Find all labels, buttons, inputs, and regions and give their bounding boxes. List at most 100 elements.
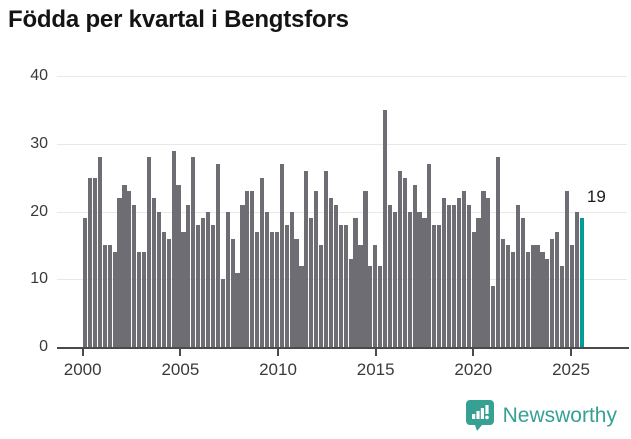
x-tick-label-2025: 2025 bbox=[552, 360, 590, 379]
x-tick-label-2000: 2000 bbox=[63, 360, 102, 379]
bar-2008-Q2 bbox=[245, 191, 250, 347]
bar-2025-Q2 bbox=[579, 218, 584, 347]
bar-2021-Q3 bbox=[505, 245, 511, 347]
bar-2010-Q1 bbox=[279, 164, 284, 347]
x-tick-2000 bbox=[81, 349, 84, 356]
bar-2020-Q4 bbox=[491, 286, 496, 347]
bar-2018-Q2 bbox=[442, 198, 447, 347]
bar-2003-Q2 bbox=[146, 157, 152, 347]
bar-2013-Q3 bbox=[348, 259, 353, 347]
bar-2006-Q2 bbox=[205, 211, 211, 347]
bar-2013-Q4 bbox=[353, 218, 358, 347]
chart-title: Födda per kvartal i Bengtsfors bbox=[8, 6, 349, 33]
bar-2023-Q2 bbox=[540, 252, 545, 347]
bar-2009-Q1 bbox=[260, 177, 265, 348]
bar-2004-Q1 bbox=[161, 231, 166, 347]
bar-2002-Q4 bbox=[137, 252, 142, 347]
bar-2014-Q4 bbox=[373, 245, 378, 347]
bar-2019-Q4 bbox=[471, 231, 476, 347]
bar-2002-Q2 bbox=[127, 191, 132, 347]
bar-2021-Q4 bbox=[510, 252, 516, 347]
bar-2014-Q2 bbox=[363, 191, 368, 347]
bar-2017-Q4 bbox=[432, 225, 437, 347]
bar-2014-Q1 bbox=[358, 245, 363, 347]
bar-2011-Q2 bbox=[304, 171, 309, 347]
bar-2001-Q3 bbox=[112, 252, 117, 347]
gridline-30 bbox=[57, 143, 627, 145]
x-tick-label-2020: 2020 bbox=[454, 360, 493, 379]
bar-2012-Q1 bbox=[319, 245, 324, 347]
bar-2015-Q1 bbox=[378, 265, 383, 347]
bar-2009-Q3 bbox=[269, 231, 275, 347]
x-tick-label-2010: 2010 bbox=[259, 360, 297, 379]
bar-2007-Q1 bbox=[220, 279, 225, 347]
last-value-annotation: 19 bbox=[586, 187, 606, 207]
newsworthy-logo: Newsworthy bbox=[465, 399, 617, 432]
bar-2015-Q3 bbox=[387, 204, 393, 347]
bar-2000-Q2 bbox=[87, 177, 93, 348]
bar-2019-Q2 bbox=[461, 191, 466, 347]
bar-2021-Q2 bbox=[501, 238, 506, 347]
bar-2024-Q4 bbox=[569, 245, 575, 347]
bar-2005-Q4 bbox=[196, 225, 201, 347]
bar-2016-Q1 bbox=[397, 171, 402, 347]
bar-2020-Q1 bbox=[476, 218, 481, 347]
x-tick-2010 bbox=[277, 349, 279, 356]
bar-2024-Q1 bbox=[555, 231, 560, 347]
y-tick-label-10: 10 bbox=[30, 270, 48, 288]
y-tick-label-30: 30 bbox=[30, 134, 48, 152]
bar-2015-Q4 bbox=[392, 211, 398, 347]
bar-2002-Q1 bbox=[122, 184, 127, 347]
bar-2001-Q1 bbox=[102, 245, 107, 347]
bar-2017-Q3 bbox=[427, 164, 432, 347]
bar-2011-Q1 bbox=[299, 265, 304, 347]
bar-2003-Q3 bbox=[151, 198, 157, 347]
bar-2003-Q4 bbox=[156, 211, 161, 347]
bar-2022-Q3 bbox=[525, 252, 530, 347]
bar-2000-Q3 bbox=[92, 177, 98, 348]
x-tick-label-2005: 2005 bbox=[161, 360, 200, 379]
x-tick-label-2015: 2015 bbox=[356, 360, 395, 379]
bar-2020-Q3 bbox=[486, 198, 491, 347]
bar-2010-Q3 bbox=[289, 211, 294, 347]
y-tick-label-0: 0 bbox=[39, 338, 48, 355]
bar-2016-Q3 bbox=[407, 211, 412, 347]
bar-2018-Q3 bbox=[446, 204, 452, 347]
bar-2013-Q1 bbox=[338, 225, 343, 347]
bar-2013-Q2 bbox=[343, 225, 348, 347]
bar-2008-Q1 bbox=[240, 204, 245, 347]
bar-2011-Q4 bbox=[314, 191, 319, 347]
x-tick-2025 bbox=[570, 349, 572, 356]
newsworthy-logo-text: Newsworthy bbox=[502, 403, 617, 427]
bar-2014-Q3 bbox=[368, 265, 373, 347]
bar-2017-Q1 bbox=[417, 211, 422, 347]
y-tick-label-40: 40 bbox=[30, 67, 48, 85]
bar-2009-Q2 bbox=[264, 211, 270, 347]
x-tick-2005 bbox=[179, 349, 182, 356]
bar-2022-Q2 bbox=[520, 218, 525, 347]
gridline-20 bbox=[57, 211, 627, 213]
x-axis-line bbox=[57, 347, 629, 349]
bar-2012-Q3 bbox=[328, 198, 334, 347]
bar-2020-Q2 bbox=[481, 191, 486, 347]
bar-2003-Q1 bbox=[142, 252, 147, 347]
bar-2023-Q3 bbox=[545, 259, 550, 347]
bar-2022-Q4 bbox=[530, 245, 535, 347]
bar-2010-Q2 bbox=[284, 225, 289, 347]
bar-2007-Q4 bbox=[235, 272, 240, 347]
bar-2019-Q1 bbox=[456, 198, 461, 347]
bar-2008-Q4 bbox=[255, 231, 260, 347]
bar-2015-Q2 bbox=[383, 110, 388, 347]
bar-2025-Q1 bbox=[574, 211, 579, 347]
bar-2011-Q3 bbox=[309, 218, 314, 347]
bar-2016-Q2 bbox=[402, 177, 407, 348]
bar-2000-Q1 bbox=[83, 218, 88, 347]
bar-2012-Q2 bbox=[323, 171, 329, 347]
bar-2004-Q2 bbox=[166, 238, 171, 347]
bar-2006-Q4 bbox=[215, 164, 220, 347]
bar-2004-Q4 bbox=[176, 184, 181, 347]
bar-2007-Q2 bbox=[225, 211, 230, 347]
bar-2018-Q1 bbox=[437, 225, 442, 347]
bar-2023-Q4 bbox=[550, 238, 555, 347]
